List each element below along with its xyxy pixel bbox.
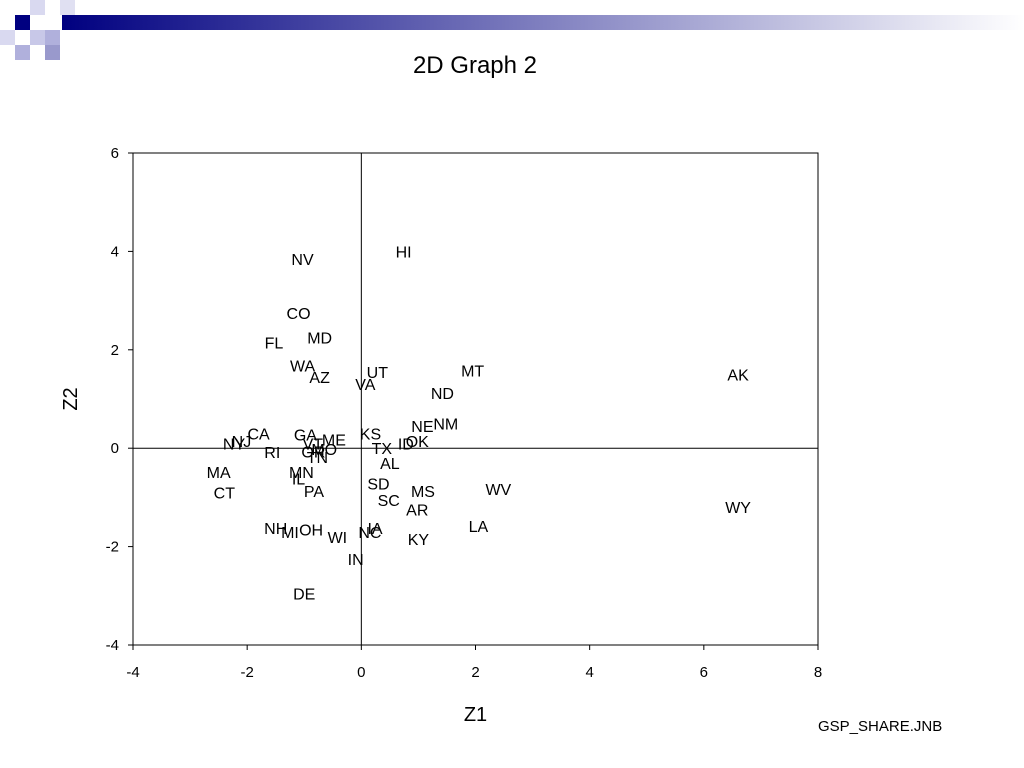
banner-square xyxy=(15,15,30,30)
x-tick-label: 0 xyxy=(357,664,365,681)
data-point-label: PA xyxy=(304,484,324,501)
banner-square xyxy=(60,0,75,15)
y-tick-label: 0 xyxy=(111,440,119,457)
data-point-label: OH xyxy=(299,522,323,539)
data-point-label: MT xyxy=(461,363,484,380)
data-point-label: MO xyxy=(311,442,337,459)
x-tick-label: 2 xyxy=(471,664,479,681)
data-point-label: MD xyxy=(307,331,332,348)
data-point-label: NM xyxy=(433,417,458,434)
data-point-label: VT xyxy=(303,436,324,453)
y-tick-label: -2 xyxy=(106,539,119,556)
banner-square xyxy=(45,45,60,60)
y-tick-label: 4 xyxy=(111,243,119,260)
data-point-label: ID xyxy=(398,436,414,453)
y-tick-label: -4 xyxy=(106,637,119,654)
y-tick-label: 2 xyxy=(111,342,119,359)
x-tick-label: -2 xyxy=(240,664,253,681)
data-point-label: IN xyxy=(348,552,364,569)
data-point-label: NY xyxy=(223,436,246,453)
banner-square xyxy=(30,0,45,15)
x-tick-label: 6 xyxy=(700,664,708,681)
plot-frame xyxy=(132,152,819,646)
x-tick-label: 8 xyxy=(814,664,822,681)
data-point-label: RI xyxy=(264,445,280,462)
data-point-label: DE xyxy=(293,586,315,603)
data-point-label: TX xyxy=(372,441,393,458)
data-point-label: ND xyxy=(431,386,454,403)
data-point-label: WY xyxy=(725,500,751,517)
banner-square xyxy=(15,45,30,60)
data-point-label: SC xyxy=(378,493,400,510)
data-point-label: LA xyxy=(469,519,489,536)
data-point-label: NC xyxy=(358,525,381,542)
data-point-label: CT xyxy=(214,485,236,502)
data-point-label: CO xyxy=(287,306,311,323)
data-point-label: ME xyxy=(322,432,346,449)
banner-square xyxy=(0,30,15,45)
data-point-label: AK xyxy=(727,367,749,384)
data-point-label: TN xyxy=(307,450,328,467)
data-point-label: WI xyxy=(328,530,348,547)
y-tick-label: 6 xyxy=(111,145,119,162)
x-tick-label: 4 xyxy=(585,664,593,681)
data-point-label: CA xyxy=(247,426,270,443)
data-point-label: NV xyxy=(291,252,314,269)
data-point-label: HI xyxy=(396,244,412,261)
y-axis-label: Z2 xyxy=(60,387,82,410)
data-point-label: VA xyxy=(355,377,375,394)
data-point-label: IA xyxy=(367,521,382,538)
data-point-label: KY xyxy=(408,532,430,549)
slide-banner xyxy=(0,0,1024,60)
data-point-label: WA xyxy=(290,359,316,376)
banner-square xyxy=(45,30,60,45)
data-point-label: SD xyxy=(367,477,389,494)
data-point-label: AL xyxy=(380,456,400,473)
data-point-label: MN xyxy=(289,465,314,482)
data-point-label: UT xyxy=(367,365,389,382)
data-point-label: FL xyxy=(265,335,284,352)
footer-filename: GSP_SHARE.JNB xyxy=(818,718,943,735)
banner-square xyxy=(30,30,45,45)
data-point-label: IL xyxy=(292,472,305,489)
data-point-label: KS xyxy=(360,426,381,443)
data-point-label: WV xyxy=(485,482,511,499)
slide-title: 2D Graph 2 xyxy=(412,52,538,79)
data-point-label: AZ xyxy=(309,370,330,387)
data-point-label: NJ xyxy=(232,434,252,451)
data-point-label: NE xyxy=(411,419,433,436)
x-axis-label: Z1 xyxy=(464,704,487,726)
x-tick-label: -4 xyxy=(126,664,139,681)
data-point-label: MS xyxy=(411,484,435,501)
data-point-label: OK xyxy=(406,434,429,451)
data-point-label: GA xyxy=(294,427,317,444)
data-point-label: NH xyxy=(264,521,287,538)
data-point-label: OR xyxy=(301,445,325,462)
data-point-label: MA xyxy=(207,465,231,482)
data-point-label: AR xyxy=(406,503,428,520)
banner-gradient-bar xyxy=(62,15,1024,30)
data-point-label: MI xyxy=(281,525,299,542)
